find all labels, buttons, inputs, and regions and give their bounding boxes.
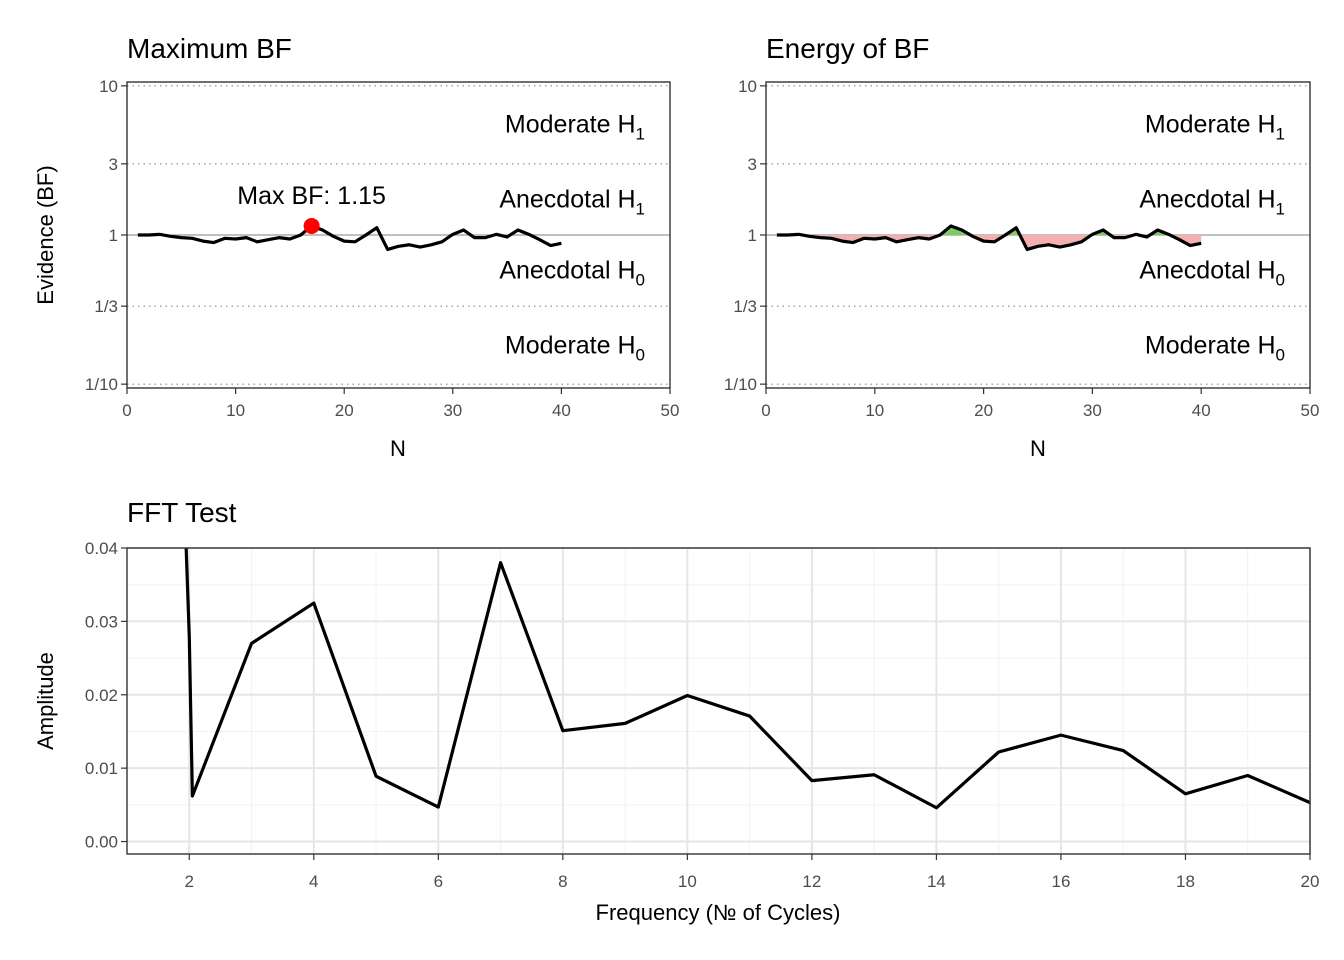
x-tick-label: 10 — [678, 872, 697, 891]
x-tick-label: 8 — [558, 872, 567, 891]
x-tick-label: 50 — [661, 401, 680, 420]
area-below-baseline — [776, 235, 1202, 250]
y-tick-label: 1/3 — [94, 297, 118, 316]
y-tick-label: 1/10 — [724, 375, 757, 394]
x-tick-label: 6 — [434, 872, 443, 891]
zone-label: Moderate H1 — [1145, 111, 1285, 144]
x-tick-label: 2 — [185, 872, 194, 891]
max-bf-point — [303, 217, 320, 234]
panel-title: Energy of BF — [766, 33, 929, 64]
x-tick-label: 16 — [1051, 872, 1070, 891]
grid-lines — [127, 85, 670, 385]
y-tick-label: 1/10 — [85, 375, 118, 394]
x-tick-label: 14 — [927, 872, 946, 891]
y-tick-label: 10 — [99, 77, 118, 96]
area-above-baseline — [776, 225, 1202, 235]
x-tick-label: 10 — [865, 401, 884, 420]
x-tick-label: 10 — [226, 401, 245, 420]
x-tick-label: 40 — [1192, 401, 1211, 420]
series-marks — [776, 224, 1202, 252]
zone-label: Moderate H0 — [1145, 331, 1285, 364]
x-tick-label: 4 — [309, 872, 318, 891]
zone-label: Anecdotal H0 — [1139, 257, 1285, 290]
y-tick-label: 1/3 — [733, 297, 757, 316]
x-tick-label: 20 — [1301, 872, 1320, 891]
y-tick-label: 3 — [109, 155, 118, 174]
panel-title: Maximum BF — [127, 33, 292, 64]
y-tick-label: 3 — [748, 155, 757, 174]
x-axis-label: N — [1030, 436, 1046, 461]
fft-amplitude-line — [184, 547, 1311, 810]
y-tick-label: 0.03 — [85, 612, 118, 631]
x-tick-label: 20 — [974, 401, 993, 420]
y-tick-label: 1 — [109, 226, 118, 245]
series-line — [137, 224, 562, 252]
x-tick-label: 0 — [122, 401, 131, 420]
y-axis: 10 3 1 1/3 1/10 — [724, 77, 766, 394]
y-tick-label: 0.01 — [85, 759, 118, 778]
panel-title: FFT Test — [127, 497, 237, 528]
y-tick-label: 1 — [748, 226, 757, 245]
grid-lines — [126, 547, 1311, 854]
x-tick-label: 30 — [1083, 401, 1102, 420]
x-axis: 2 4 6 8 10 12 14 16 18 20 — [185, 854, 1320, 891]
zone-labels: Moderate H1 Anecdotal H1 Anecdotal H0 Moder… — [499, 111, 645, 365]
x-axis: 0 10 20 30 40 50 — [761, 388, 1319, 420]
y-axis: 10 3 1 1/3 1/10 — [85, 77, 127, 394]
panel-energy-of-bf: Energy of BF Moderate H1 Anecdotal H1 Anec… — [724, 33, 1320, 461]
y-tick-label: 0.04 — [85, 539, 118, 558]
y-axis: 0.00 0.01 0.02 0.03 0.04 — [85, 539, 127, 852]
y-tick-label: 0.00 — [85, 833, 118, 852]
x-tick-label: 20 — [335, 401, 354, 420]
series-marks: Max BF: 1.15 — [137, 182, 562, 252]
x-tick-label: 30 — [443, 401, 462, 420]
x-axis: 0 10 20 30 40 50 — [122, 388, 679, 420]
y-axis-label: Amplitude — [33, 652, 58, 750]
panel-maximum-bf: Maximum BF Moderate H1 Anecdotal H1 Anecdo… — [33, 33, 679, 461]
x-axis-label: N — [390, 436, 406, 461]
y-tick-label: 0.02 — [85, 686, 118, 705]
series-marks — [184, 547, 1311, 810]
zone-label: Anecdotal H0 — [499, 257, 645, 290]
zone-label: Anecdotal H1 — [499, 185, 645, 218]
zone-labels: Moderate H1 Anecdotal H1 Anecdotal H0 Moder… — [1139, 111, 1285, 365]
y-tick-label: 10 — [738, 77, 757, 96]
series-line — [776, 224, 1202, 252]
x-tick-label: 0 — [761, 401, 770, 420]
panel-fft-test: FFT Test 0.00 0.01 0.02 0.03 0.04 2 4 6 8 10 12 14… — [33, 497, 1319, 925]
x-tick-label: 12 — [802, 872, 821, 891]
x-tick-label: 18 — [1176, 872, 1195, 891]
max-bf-annotation: Max BF: 1.15 — [237, 182, 386, 210]
x-tick-label: 40 — [552, 401, 571, 420]
x-axis-label: Frequency (№ of Cycles) — [596, 900, 841, 925]
zone-label: Moderate H1 — [505, 111, 645, 144]
plot-frame — [126, 547, 1311, 855]
x-tick-label: 50 — [1301, 401, 1320, 420]
zone-label: Anecdotal H1 — [1139, 185, 1285, 218]
zone-label: Moderate H0 — [505, 331, 645, 364]
y-axis-label: Evidence (BF) — [33, 165, 58, 304]
